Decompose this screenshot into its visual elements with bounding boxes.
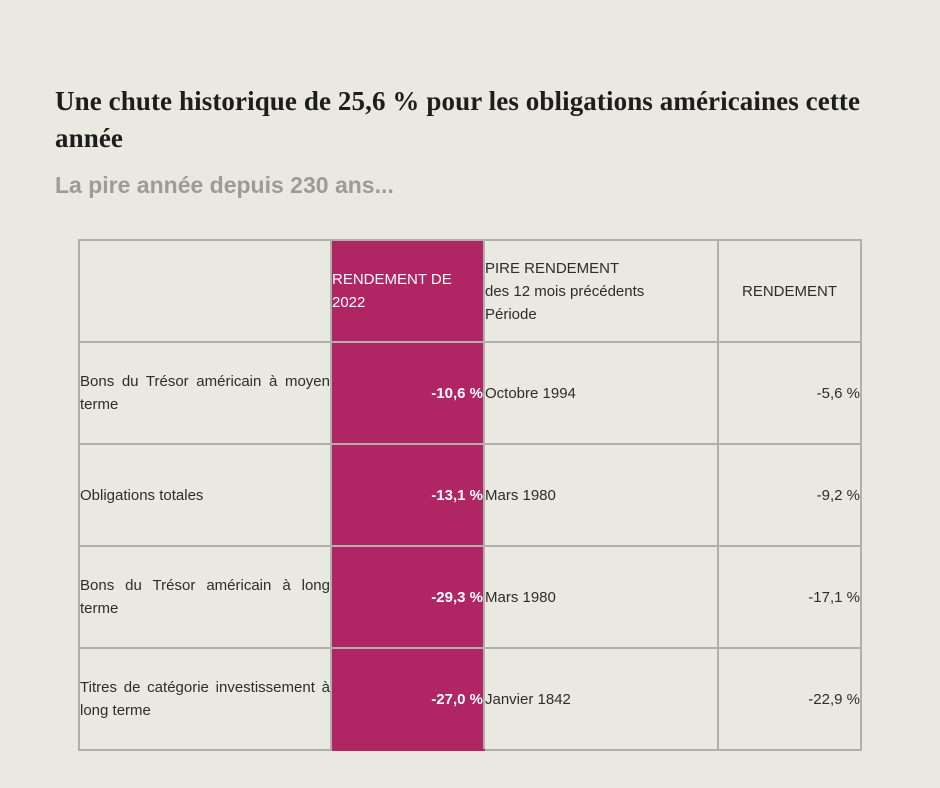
return-value: -17,1 % xyxy=(717,545,862,649)
table-row: Titres de catégorie investissement à lon… xyxy=(78,647,862,751)
bond-returns-table: RENDEMENT DE 2022 PIRE RENDEMENT des 12 … xyxy=(78,239,862,751)
table-row: Bons du Trésor américain à long terme -2… xyxy=(78,545,862,649)
return-2022-value: -13,1 % xyxy=(330,443,485,547)
worst-period-value: Mars 1980 xyxy=(483,545,719,649)
page-subtitle: La pire année depuis 230 ans... xyxy=(55,172,394,198)
column-header-empty xyxy=(78,239,332,343)
worst-period-value: Octobre 1994 xyxy=(483,341,719,445)
column-header-return: RENDEMENT xyxy=(717,239,862,343)
return-2022-value: -10,6 % xyxy=(330,341,485,445)
worst-return-header-line2: des 12 mois précédents xyxy=(485,282,645,300)
return-2022-value: -29,3 % xyxy=(330,545,485,649)
return-2022-value: -27,0 % xyxy=(330,647,485,751)
table-row: Bons du Trésor américain à moyen terme -… xyxy=(78,341,862,445)
row-label: Bons du Trésor américain à long terme xyxy=(78,545,332,649)
worst-return-header-line3: Période xyxy=(485,305,537,323)
return-value: -5,6 % xyxy=(717,341,862,445)
row-label: Titres de catégorie investissement à lon… xyxy=(78,647,332,751)
worst-period-value: Mars 1980 xyxy=(483,443,719,547)
content-area: Une chute historique de 25,6 % pour les … xyxy=(55,86,890,751)
worst-return-header-line1: PIRE RENDEMENT xyxy=(485,259,620,277)
worst-period-value: Janvier 1842 xyxy=(483,647,719,751)
row-label: Bons du Trésor américain à moyen terme xyxy=(78,341,332,445)
returns-table-container: RENDEMENT DE 2022 PIRE RENDEMENT des 12 … xyxy=(78,239,890,751)
return-value: -22,9 % xyxy=(717,647,862,751)
row-label: Obligations totales xyxy=(78,443,332,547)
table-header-row: RENDEMENT DE 2022 PIRE RENDEMENT des 12 … xyxy=(78,239,862,343)
page-title: Une chute historique de 25,6 % pour les … xyxy=(55,86,861,153)
column-header-return-2022: RENDEMENT DE 2022 xyxy=(330,239,485,343)
column-header-worst-return: PIRE RENDEMENT des 12 mois précédents Pé… xyxy=(483,239,719,343)
table-row: Obligations totales -13,1 % Mars 1980 -9… xyxy=(78,443,862,547)
return-value: -9,2 % xyxy=(717,443,862,547)
